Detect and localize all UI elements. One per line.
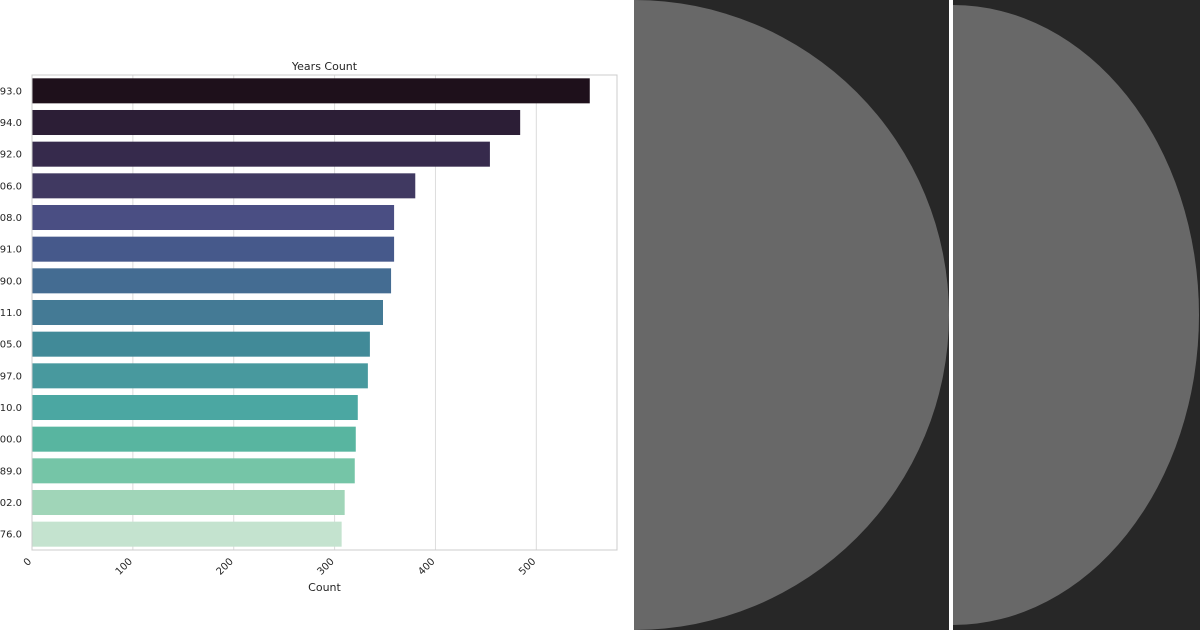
y-tick-label: 89.0 xyxy=(0,466,22,477)
bar xyxy=(32,394,358,421)
y-tick-label: 000.0 xyxy=(0,435,22,446)
bar xyxy=(32,236,395,262)
bar xyxy=(32,78,590,104)
half-circle-shape xyxy=(953,5,1199,625)
x-tick-label: 100 xyxy=(114,556,135,577)
dark-panel-left xyxy=(634,0,949,630)
y-tick-label: 94.0 xyxy=(0,118,22,129)
x-tick-label: 200 xyxy=(215,556,236,577)
bar xyxy=(32,268,392,294)
bar xyxy=(32,426,356,452)
bar xyxy=(32,173,416,199)
y-tick-label: 008.0 xyxy=(0,213,22,224)
x-tick-label: 400 xyxy=(416,556,437,577)
x-tick-label: 300 xyxy=(315,556,336,577)
y-tick-label: 91.0 xyxy=(0,245,22,256)
y-tick-label: 006.0 xyxy=(0,181,22,192)
bar xyxy=(32,521,342,547)
bar xyxy=(32,331,370,357)
bar xyxy=(32,141,490,167)
y-tick-label: 93.0 xyxy=(0,86,22,97)
bar xyxy=(32,204,395,231)
y-tick-label: 011.0 xyxy=(0,308,22,319)
y-tick-label: 92.0 xyxy=(0,150,22,161)
y-tick-label: 002.0 xyxy=(0,498,22,509)
bar xyxy=(32,458,355,484)
bar xyxy=(32,489,345,516)
y-tick-label: 76.0 xyxy=(0,530,22,541)
bar-chart: 93.0 94.0 92.0 006.0 008.0 91.0 90.0 011.0 005.0… xyxy=(0,60,618,594)
y-tick-label: 97.0 xyxy=(0,371,22,382)
chart-title: Years Count xyxy=(291,60,358,73)
x-tick-label: 500 xyxy=(517,556,538,577)
bar xyxy=(32,299,383,326)
bar xyxy=(32,109,521,136)
plot-frame xyxy=(31,74,618,551)
half-circle-shape xyxy=(634,0,949,630)
y-tick-label: 005.0 xyxy=(0,340,22,351)
x-axis-label: Count xyxy=(308,581,341,594)
bar xyxy=(32,363,368,389)
chart-area: 93.0 94.0 92.0 006.0 008.0 91.0 90.0 011.0 005.0… xyxy=(0,60,618,594)
panel-separator xyxy=(949,0,953,630)
x-tick-label: 0 xyxy=(22,556,34,568)
dark-panel-right xyxy=(953,0,1200,630)
y-tick-label: 010.0 xyxy=(0,403,22,414)
y-tick-label: 90.0 xyxy=(0,276,22,287)
